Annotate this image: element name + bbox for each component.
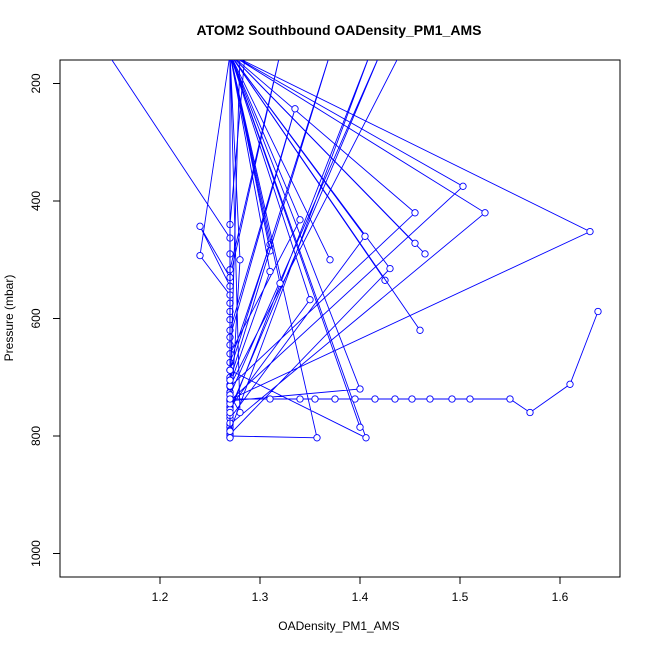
data-point xyxy=(586,227,594,236)
data-point xyxy=(594,307,602,316)
data-point xyxy=(506,395,514,403)
y-tick-label: 200 xyxy=(29,73,43,93)
y-tick-label: 1000 xyxy=(29,540,43,567)
data-point xyxy=(196,251,204,260)
data-point xyxy=(408,395,416,403)
series-line xyxy=(229,60,599,414)
data-point xyxy=(236,256,244,264)
data-point xyxy=(416,326,424,334)
data-point xyxy=(296,395,304,403)
data-point xyxy=(266,267,274,276)
series-line xyxy=(229,60,421,432)
data-point xyxy=(371,395,379,403)
data-point xyxy=(306,296,314,304)
y-tick-label: 800 xyxy=(29,426,43,446)
data-point xyxy=(226,427,234,435)
y-axis: 200 400 600 800 1000 xyxy=(29,73,60,567)
data-point xyxy=(362,434,370,442)
data-point xyxy=(566,380,574,388)
y-tick-label: 400 xyxy=(29,191,43,211)
data-point xyxy=(226,382,234,390)
data-point xyxy=(526,408,534,417)
data-point xyxy=(266,395,274,403)
x-tick-label: 1.4 xyxy=(352,590,369,604)
x-tick-label: 1.3 xyxy=(252,590,269,604)
data-point xyxy=(411,209,419,217)
data-point xyxy=(421,250,429,258)
data-point xyxy=(326,256,334,264)
plot-frame xyxy=(59,59,621,578)
data-point xyxy=(331,395,339,403)
data-point xyxy=(196,222,204,230)
data-point xyxy=(386,264,394,273)
x-tick-label: 1.2 xyxy=(152,590,169,604)
data-point xyxy=(226,376,234,384)
x-tick-label: 1.6 xyxy=(552,590,569,604)
data-point xyxy=(313,434,321,442)
data-point xyxy=(411,239,419,247)
x-axis: 1.2 1.3 1.4 1.5 1.6 xyxy=(152,577,569,604)
x-axis-label: OADensity_PM1_AMS xyxy=(278,619,399,633)
data-point xyxy=(226,434,234,442)
data-point xyxy=(361,232,369,240)
data-point xyxy=(426,395,434,403)
data-point xyxy=(296,216,304,224)
chart-title: ATOM2 Southbound OADensity_PM1_AMS xyxy=(197,22,482,38)
data-point xyxy=(351,395,359,403)
y-tick-label: 600 xyxy=(29,308,43,328)
data-point xyxy=(459,182,467,190)
data-point xyxy=(391,395,399,403)
data-point xyxy=(466,395,474,403)
series-line xyxy=(111,60,592,439)
y-axis-label: Pressure (mbar) xyxy=(2,275,16,362)
data-point xyxy=(481,209,489,217)
data-point xyxy=(356,423,364,431)
data-point xyxy=(226,366,234,374)
data-point xyxy=(226,408,234,417)
data-point xyxy=(276,279,284,287)
data-point xyxy=(311,395,319,403)
plot-area xyxy=(111,60,602,442)
data-point xyxy=(448,395,456,403)
data-point xyxy=(291,105,299,113)
data-point xyxy=(356,385,364,393)
x-tick-label: 1.5 xyxy=(452,590,469,604)
data-point xyxy=(226,395,234,403)
